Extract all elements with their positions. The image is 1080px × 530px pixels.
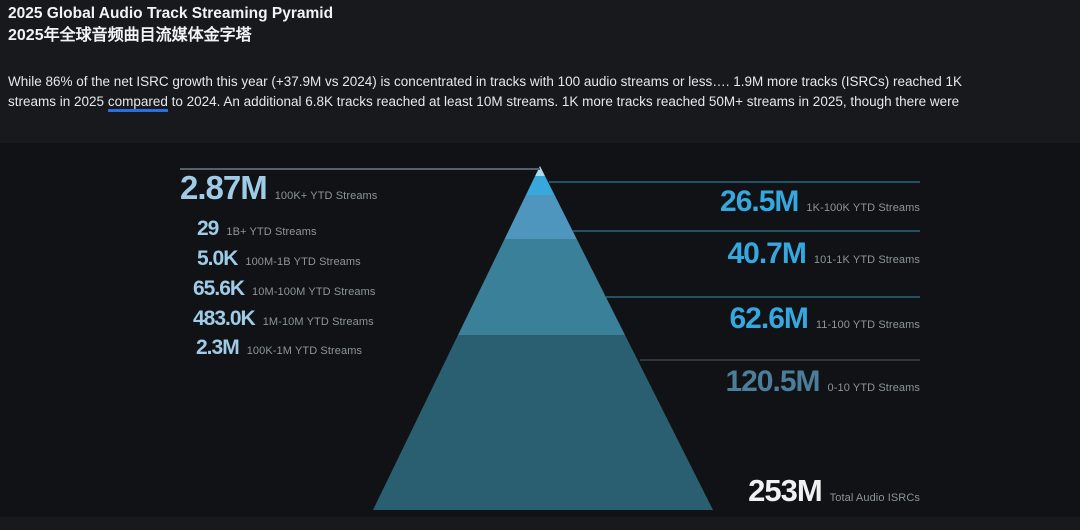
stat-label: 1B+ YTD Streams xyxy=(226,226,317,238)
stat-value: 65.6K xyxy=(193,277,245,300)
left-stat-row: 2.87M 100K+ YTD Streams xyxy=(180,170,377,206)
stat-value: 2.87M xyxy=(180,169,268,206)
total-value: 253M xyxy=(748,473,823,508)
pyramid-svg xyxy=(180,166,920,510)
stat-label: 0-10 YTD Streams xyxy=(827,382,920,394)
page-title: 2025 Global Audio Track Streaming Pyrami… xyxy=(8,5,334,22)
pyramid-band-0-10 xyxy=(373,335,713,510)
right-tier-row: 40.7M 101-1K YTD Streams xyxy=(727,237,920,271)
chart-panel: 2.87M 100K+ YTD Streams 29 1B+ YTD Strea… xyxy=(0,143,1080,517)
left-stat-row: 29 1B+ YTD Streams xyxy=(197,217,317,241)
header: 2025 Global Audio Track Streaming Pyrami… xyxy=(8,0,1080,47)
description-line1: While 86% of the net ISRC growth this ye… xyxy=(8,74,963,89)
stat-label: 1K-100K YTD Streams xyxy=(806,202,920,214)
stat-value: 2.3M xyxy=(196,336,240,359)
right-tier-row: 62.6M 11-100 YTD Streams xyxy=(730,302,921,336)
pyramid-band-100kplus xyxy=(535,166,545,176)
pyramid-band-101-1k xyxy=(504,195,577,239)
stat-label: 100K+ YTD Streams xyxy=(274,190,378,202)
stat-value: 26.5M xyxy=(720,185,799,218)
left-stat-row: 5.0K 100M-1B YTD Streams xyxy=(197,247,361,271)
stat-value: 120.5M xyxy=(725,365,820,398)
stat-value: 40.7M xyxy=(727,237,806,270)
description-line2: streams in 2025 compared to 2024. An add… xyxy=(8,92,1080,112)
stat-value: 29 xyxy=(197,217,219,240)
total-row: 253M Total Audio ISRCs xyxy=(748,473,920,509)
stat-label: 100M-1B YTD Streams xyxy=(245,256,361,268)
pyramid-band-1k-100k xyxy=(525,176,555,195)
right-tier-row: 120.5M 0-10 YTD Streams xyxy=(725,365,920,399)
stat-label: 11-100 YTD Streams xyxy=(815,319,920,331)
stat-label: 100K-1M YTD Streams xyxy=(246,345,363,357)
stat-value: 5.0K xyxy=(197,247,238,270)
spellcheck-underlined-word[interactable]: compared xyxy=(107,94,168,112)
right-tier-row: 26.5M 1K-100K YTD Streams xyxy=(720,185,920,219)
total-label: Total Audio ISRCs xyxy=(829,492,920,504)
stat-label: 101-1K YTD Streams xyxy=(813,254,920,266)
page-subtitle-zh: 2025年全球音频曲目流媒体金字塔 xyxy=(8,27,252,44)
left-stat-row: 65.6K 10M-100M YTD Streams xyxy=(193,277,376,301)
description: While 86% of the net ISRC growth this ye… xyxy=(8,72,1080,112)
stat-value: 483.0K xyxy=(193,307,256,330)
pyramid-band-11-100 xyxy=(458,239,625,335)
left-stat-row: 2.3M 100K-1M YTD Streams xyxy=(196,336,362,360)
left-stat-row: 483.0K 1M-10M YTD Streams xyxy=(193,307,374,331)
stat-value: 62.6M xyxy=(729,302,809,335)
stat-label: 1M-10M YTD Streams xyxy=(262,316,374,328)
stat-label: 10M-100M YTD Streams xyxy=(252,286,376,298)
